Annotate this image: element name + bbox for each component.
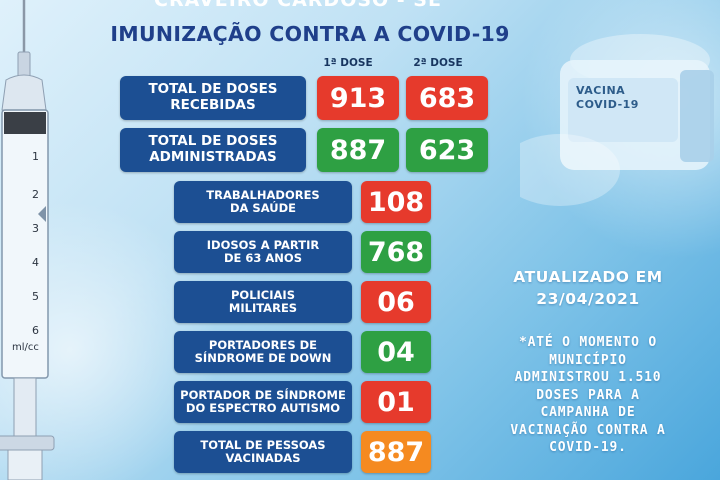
label-line: PORTADORES DE <box>208 337 318 352</box>
group-label-military-police: POLICIAIS MILITARES <box>174 281 352 323</box>
label-line: TOTAL DE DOSES <box>148 81 278 98</box>
scale-mark: 2 <box>32 188 39 201</box>
column-header-dose-2: 2ª DOSE <box>413 57 463 69</box>
label-line: DA SAÚDE <box>229 201 297 215</box>
label-line: IDOSOS A PARTIR <box>206 237 320 252</box>
vaccine-vial-illustration <box>520 34 714 206</box>
vial-label-line: COVID-19 <box>576 98 639 111</box>
label-line: DE 63 ANOS <box>223 251 302 265</box>
label-line: SÍNDROME DE DOWN <box>194 351 332 365</box>
group-value-health-workers: 108 <box>361 181 431 223</box>
vial-label-line: VACINA <box>576 84 626 97</box>
label-line: RECEBIDAS <box>170 97 256 113</box>
label-line: MILITARES <box>228 301 298 315</box>
label-line: TRABALHADORES <box>206 187 320 202</box>
scale-mark: 5 <box>32 290 39 303</box>
group-label-health-workers: TRABALHADORES DA SAÚDE <box>174 181 352 223</box>
label-line: ADMINISTRADAS <box>149 149 277 165</box>
group-label-down-syndrome: PORTADORES DE SÍNDROME DE DOWN <box>174 331 352 373</box>
scale-mark: 4 <box>32 256 39 269</box>
footnote-line: CAMPANHA DE <box>540 405 636 420</box>
scale-mark: 3 <box>32 222 39 235</box>
group-value-autism: 01 <box>361 381 431 423</box>
doses-administered-dose-1: 887 <box>317 128 399 172</box>
group-value-elderly: 768 <box>361 231 431 273</box>
footnote-line: COVID-19. <box>549 440 627 455</box>
label-line: DO ESPECTRO AUTISMO <box>185 401 341 415</box>
doses-received-dose-2: 683 <box>406 76 488 120</box>
doses-received-dose-1: 913 <box>317 76 399 120</box>
updated-date-block: ATUALIZADO EM 23/04/2021 <box>478 266 698 310</box>
column-header-dose-1: 1ª DOSE <box>323 57 373 69</box>
group-value-down-syndrome: 04 <box>361 331 431 373</box>
updated-date: 23/04/2021 <box>536 290 640 308</box>
updated-label: ATUALIZADO EM <box>513 268 663 286</box>
page-title: IMUNIZAÇÃO CONTRA A COVID-19 <box>110 22 510 46</box>
group-label-autism: PORTADOR DE SÍNDROME DO ESPECTRO AUTISMO <box>174 381 352 423</box>
group-label-elderly: IDOSOS A PARTIR DE 63 ANOS <box>174 231 352 273</box>
footnote-block: *ATÉ O MOMENTO O MUNICÍPIO ADMINISTROU 1… <box>470 334 706 457</box>
footnote-line: VACINAÇÃO CONTRA A <box>510 422 666 438</box>
label-line: PORTADOR DE SÍNDROME <box>180 387 346 402</box>
group-value-military-police: 06 <box>361 281 431 323</box>
label-line: TOTAL DE DOSES <box>148 133 278 150</box>
doses-received-label: TOTAL DE DOSES RECEBIDAS <box>120 76 306 120</box>
footnote-line: *ATÉ O MOMENTO O <box>518 335 658 350</box>
footnote-line: MUNICÍPIO <box>549 352 627 368</box>
group-label-total-vaccinated: TOTAL DE PESSOAS VACINADAS <box>174 431 352 473</box>
municipality-name: CRAVEIRO CARDOSO - SE <box>154 0 442 11</box>
label-line: TOTAL DE PESSOAS <box>200 437 326 452</box>
label-line: POLICIAIS <box>231 287 295 302</box>
label-line: VACINADAS <box>225 451 301 465</box>
syringe-illustration <box>0 0 55 480</box>
scale-unit: ml/cc <box>12 342 39 353</box>
doses-administered-dose-2: 623 <box>406 128 488 172</box>
footnote-line: DOSES PARA A <box>536 387 640 403</box>
scale-mark: 6 <box>32 324 39 337</box>
group-value-total-vaccinated: 887 <box>361 431 431 473</box>
scale-mark: 1 <box>32 150 39 163</box>
vial-label: VACINA COVID-19 <box>576 84 666 112</box>
doses-administered-label: TOTAL DE DOSES ADMINISTRADAS <box>120 128 306 172</box>
footnote-line: ADMINISTROU 1.510 <box>514 370 662 385</box>
